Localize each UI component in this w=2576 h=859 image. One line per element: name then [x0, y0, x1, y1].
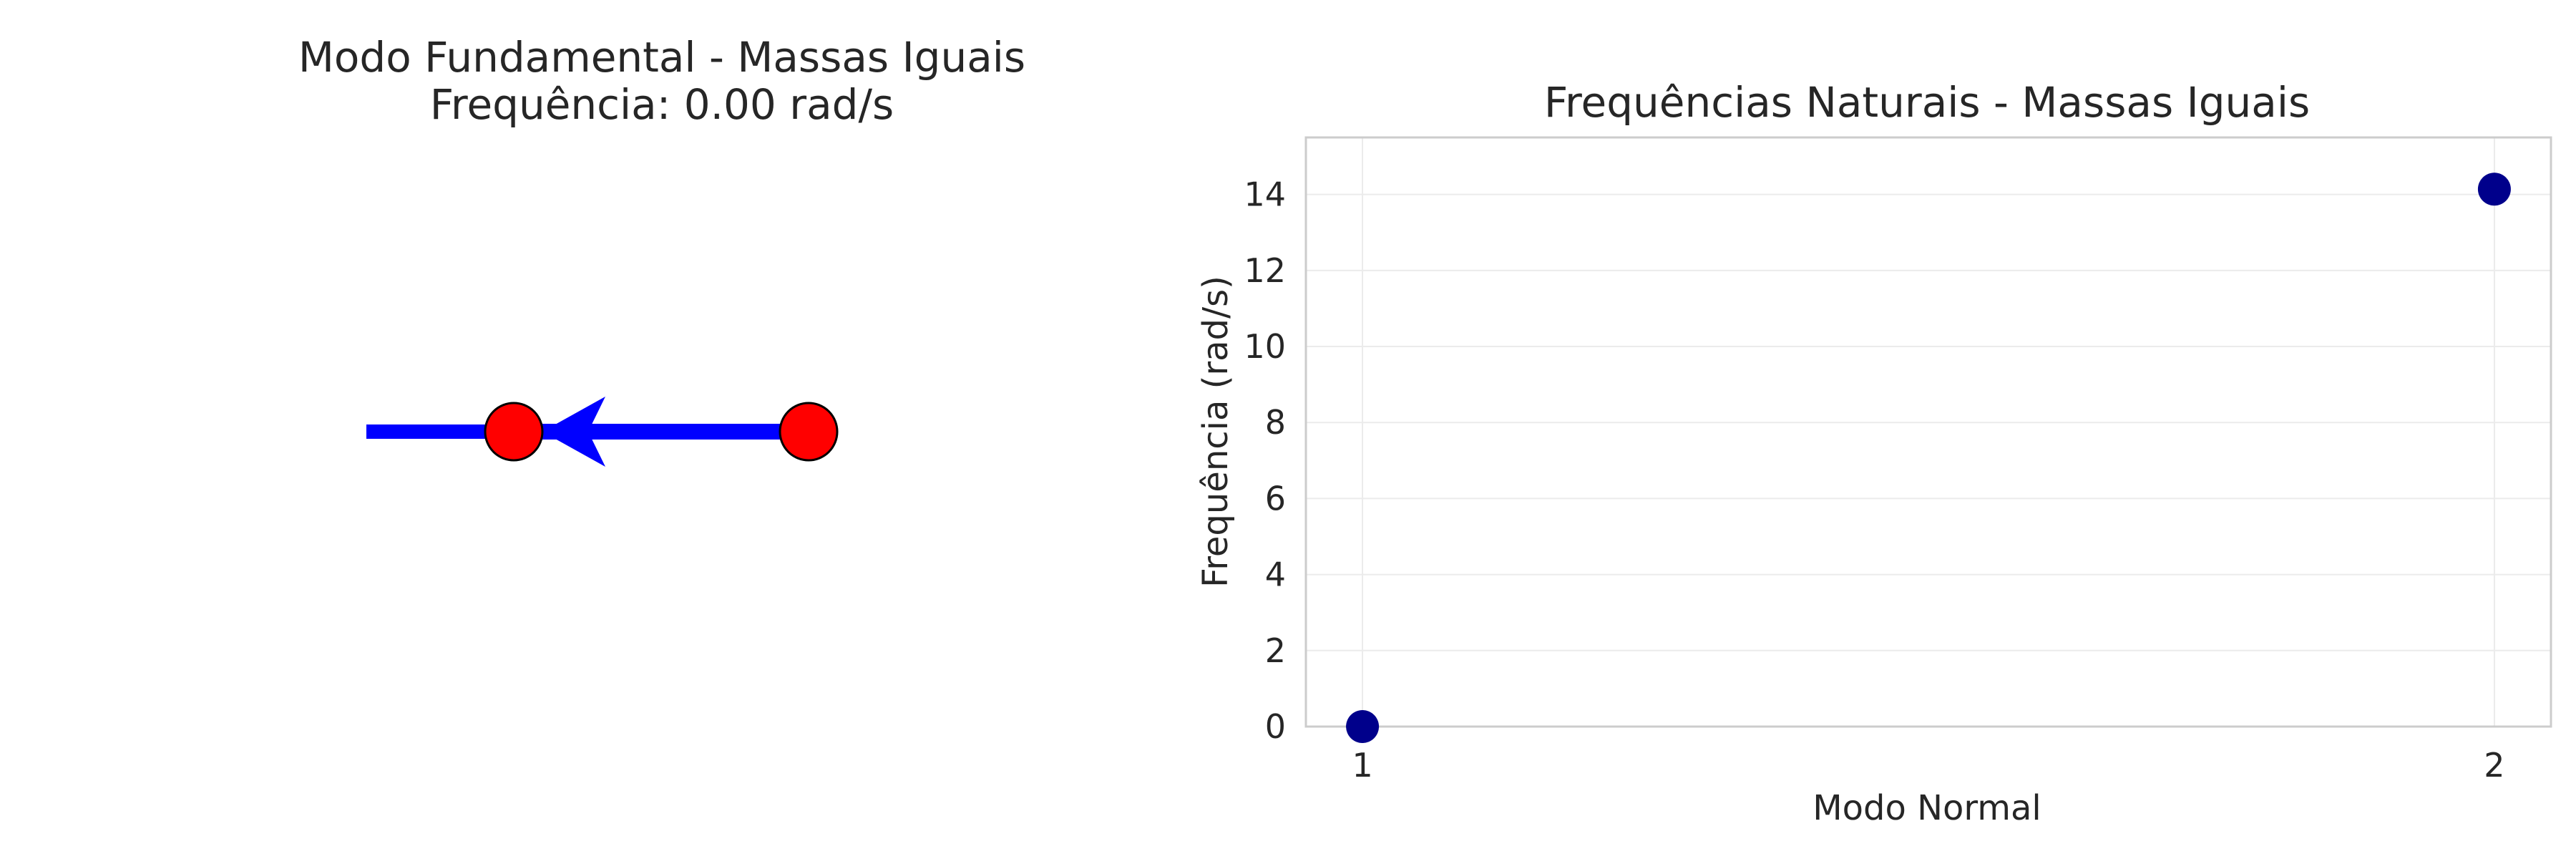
mode-shape-panel: Modo Fundamental - Massas Iguais Frequên…	[298, 33, 1025, 467]
mode-title-line1: Modo Fundamental - Massas Iguais	[298, 33, 1025, 82]
mass-1	[484, 402, 544, 462]
x-tick-label: 1	[1352, 746, 1372, 785]
mode-title-line2: Frequência: 0.00 rad/s	[430, 80, 894, 129]
y-axis-label: Frequência (rad/s)	[1196, 276, 1236, 588]
grid	[1306, 137, 2551, 727]
y-tick-label: 12	[1244, 251, 1286, 290]
chart-title: Frequências Naturais - Massas Iguais	[1544, 78, 2310, 127]
x-axis-label: Modo Normal	[1813, 788, 2041, 828]
y-tick-label: 4	[1265, 555, 1286, 594]
data-point	[2477, 173, 2511, 206]
data-points	[1346, 173, 2511, 743]
y-tick-label: 0	[1265, 707, 1286, 746]
data-point	[1346, 710, 1380, 743]
mass-2	[779, 402, 839, 462]
y-axis-ticks: 0 2 4 6 8 10 12 14	[1244, 175, 1286, 746]
y-tick-label: 2	[1265, 631, 1286, 670]
x-tick-label: 2	[2484, 746, 2504, 785]
displacement-arrow-head	[542, 397, 605, 467]
y-tick-label: 6	[1265, 479, 1286, 518]
plot-frame	[1304, 136, 2552, 728]
y-tick-label: 8	[1265, 403, 1286, 442]
y-tick-label: 10	[1244, 327, 1286, 366]
frequency-chart: Frequências Naturais - Massas Iguais 0 2 4…	[1196, 78, 2552, 828]
y-tick-label: 14	[1244, 175, 1286, 214]
